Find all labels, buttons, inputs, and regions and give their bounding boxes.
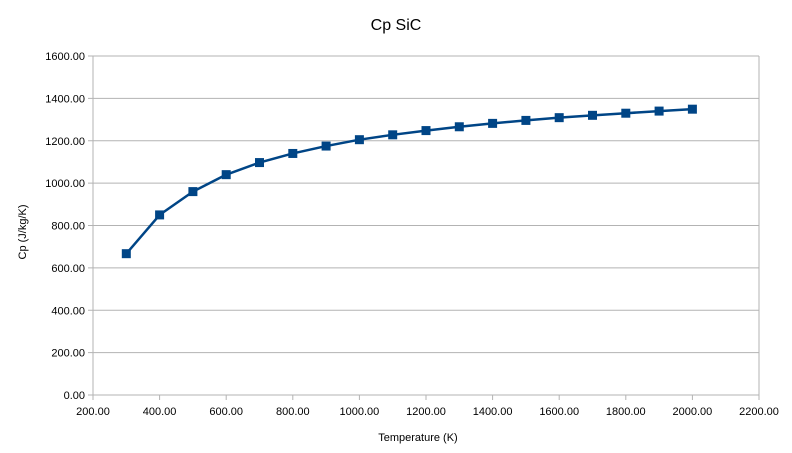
y-tick-label: 1400.00 <box>45 93 85 105</box>
y-axis-label: Cp (J/kg/K) <box>17 204 29 259</box>
data-point-marker <box>121 249 131 259</box>
y-tick-label: 600.00 <box>51 263 85 275</box>
data-point-marker <box>188 187 198 197</box>
data-point-marker <box>454 122 464 132</box>
x-tick-label: 1600.00 <box>539 406 579 418</box>
x-tick-label: 800.00 <box>276 406 310 418</box>
y-tick-label: 400.00 <box>51 305 85 317</box>
data-point-marker <box>155 210 165 220</box>
data-point-marker <box>255 158 264 168</box>
tick-layer: 0.00 200.00 400.00 600.00 800.00 1000.00 1200.… <box>45 51 779 418</box>
data-point-marker <box>288 148 298 158</box>
x-tick-label: 2000.00 <box>673 406 713 418</box>
data-point-marker <box>388 130 398 140</box>
x-tick-label: 200.00 <box>76 406 110 418</box>
x-tick-label: 1800.00 <box>606 406 646 418</box>
data-point-marker <box>621 108 631 118</box>
y-tick-label: 1600.00 <box>45 51 85 63</box>
x-tick-label: 600.00 <box>209 406 243 418</box>
y-tick-label: 0.00 <box>64 390 85 402</box>
y-tick-label: 1200.00 <box>45 136 85 148</box>
data-point-marker <box>687 104 697 114</box>
x-tick-label: 1200.00 <box>406 406 446 418</box>
x-tick-label: 1000.00 <box>340 406 380 418</box>
data-point-marker <box>354 135 364 145</box>
data-point-marker <box>221 170 231 180</box>
x-tick-label: 1400.00 <box>473 406 513 418</box>
chart-title: Cp SiC <box>371 17 422 34</box>
data-point-marker <box>554 113 564 123</box>
y-tick-label: 200.00 <box>51 348 85 360</box>
data-point-marker <box>588 110 597 120</box>
series-line <box>125 107 693 255</box>
data-point-marker <box>321 141 331 151</box>
x-axis-label: Temperature (K) <box>378 432 457 444</box>
y-tick-label: 1000.00 <box>45 178 85 190</box>
data-point-marker <box>421 126 431 136</box>
y-tick-label: 800.00 <box>51 221 85 233</box>
x-tick-label: 400.00 <box>143 406 177 418</box>
series-layer <box>121 104 697 259</box>
data-point-marker <box>654 106 664 116</box>
data-point-marker <box>521 115 531 125</box>
data-point-marker <box>488 118 498 128</box>
grid-layer <box>93 55 759 396</box>
x-tick-label: 2200.00 <box>739 406 779 418</box>
